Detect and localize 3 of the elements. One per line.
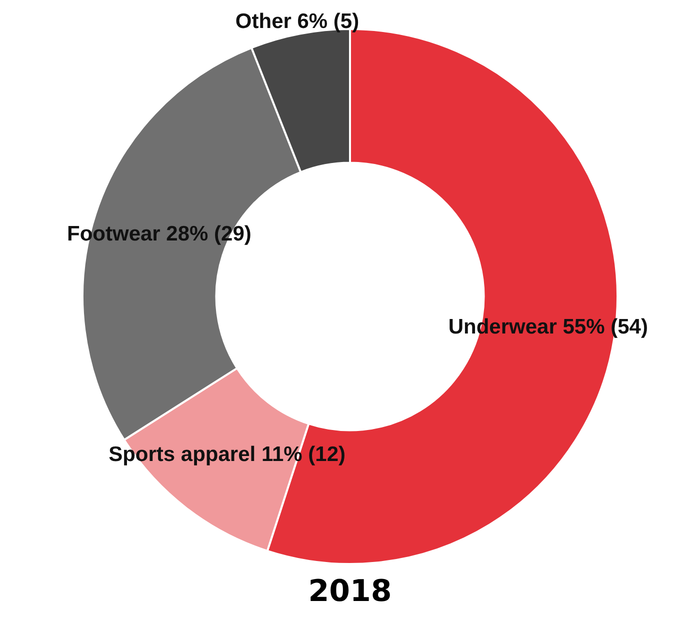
slice-label: Sports apparel 11% (12) — [108, 442, 346, 466]
text: 2018 — [308, 574, 392, 609]
slice-label: Other 6% (5) — [235, 10, 360, 33]
